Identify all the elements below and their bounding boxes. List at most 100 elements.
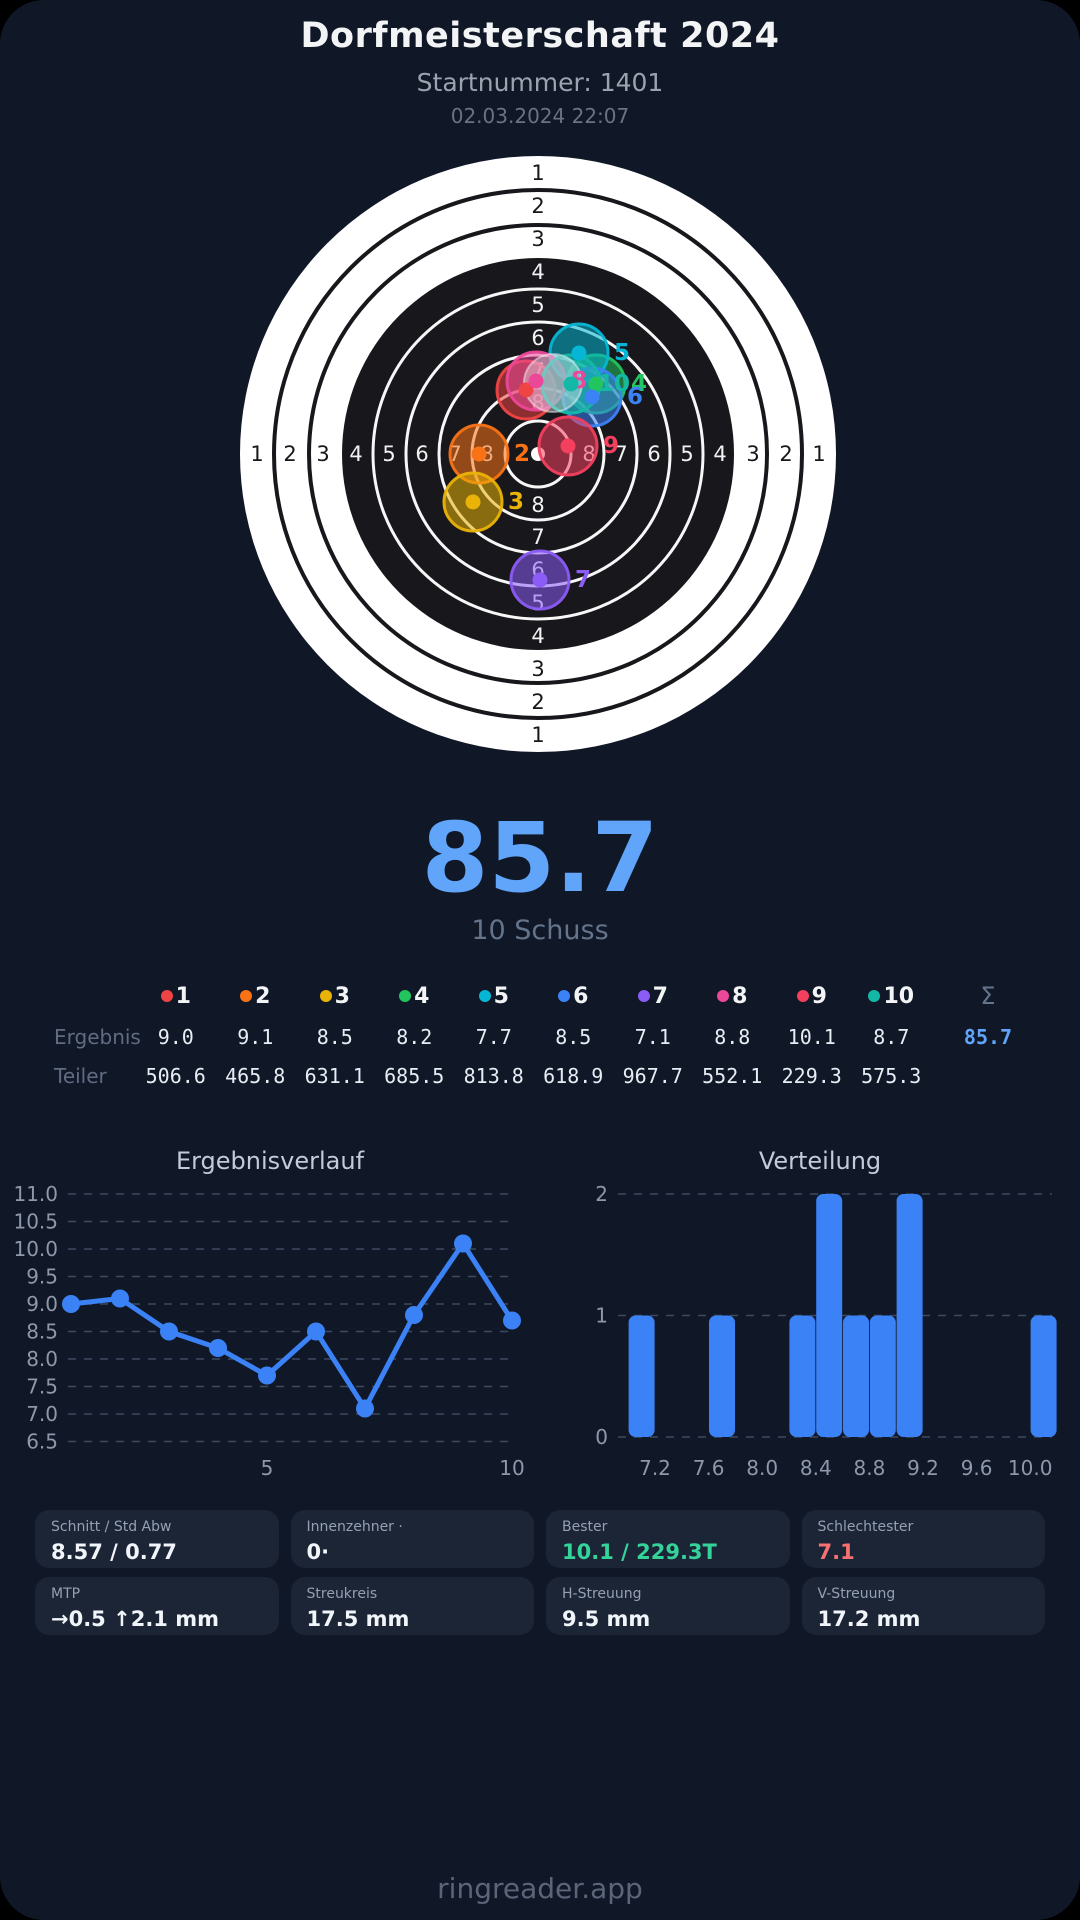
ring-circle bbox=[307, 223, 769, 685]
data-point-6 bbox=[307, 1322, 325, 1341]
y-tick-label: 7.5 bbox=[26, 1375, 58, 1399]
shot-label-5: 5 bbox=[614, 340, 630, 366]
shot-color-dot-4 bbox=[399, 990, 412, 1002]
ring-number: 1 bbox=[812, 442, 825, 466]
teiler-value-1: 506.6 bbox=[145, 1063, 206, 1088]
ring-number: 2 bbox=[779, 442, 792, 466]
shot-center-dot-3 bbox=[465, 494, 481, 510]
ergebnis-value-7: 7.1 bbox=[634, 1024, 671, 1049]
y-tick-label: 9.5 bbox=[26, 1265, 58, 1289]
y-tick-label: 10.5 bbox=[13, 1210, 58, 1234]
bar-9.1 bbox=[896, 1194, 923, 1437]
x-tick-label: 8.4 bbox=[800, 1456, 832, 1480]
shot-label-2: 2 bbox=[514, 441, 530, 467]
ring-number: 2 bbox=[531, 690, 544, 714]
ergebnis-value-8: 8.8 bbox=[714, 1024, 751, 1049]
ring-circle bbox=[272, 188, 804, 720]
y-tick-label: 8.5 bbox=[26, 1320, 58, 1344]
x-tick-label: 5 bbox=[261, 1456, 274, 1480]
stat-card-label: Schlechtester bbox=[817, 1519, 914, 1535]
column-header-9: 9 bbox=[772, 975, 852, 1017]
app-watermark: ringreader.app bbox=[437, 1872, 643, 1905]
teiler-value-2: 465.8 bbox=[225, 1063, 286, 1088]
column-header-6: 6 bbox=[534, 975, 614, 1017]
stat-card-value: 0· bbox=[306, 1540, 330, 1564]
stat-card-value: 17.2 mm bbox=[817, 1607, 921, 1631]
row-label-teiler: Teiler bbox=[54, 1063, 107, 1088]
shot-color-dot-2 bbox=[240, 990, 253, 1002]
column-header-number: 5 bbox=[493, 983, 509, 1009]
ergebnis-sum: 85.7 bbox=[963, 1024, 1013, 1049]
shot-label-6: 6 bbox=[627, 384, 643, 410]
column-header-number: 9 bbox=[811, 983, 827, 1009]
y-tick-label: 1 bbox=[595, 1304, 608, 1328]
bar-8.9 bbox=[869, 1315, 896, 1437]
ring-number: 4 bbox=[713, 442, 726, 466]
ergebnis-value-9: 10.1 bbox=[787, 1024, 836, 1049]
x-tick-label: 8.8 bbox=[853, 1456, 885, 1480]
x-tick-label: 9.6 bbox=[961, 1456, 993, 1480]
ergebnis-value-2: 9.1 bbox=[237, 1024, 274, 1049]
y-tick-label: 2 bbox=[595, 1182, 608, 1206]
ring-number: 4 bbox=[349, 442, 362, 466]
stat-card-label: MTP bbox=[51, 1586, 81, 1602]
stat-card-label: Bester bbox=[562, 1519, 608, 1535]
y-tick-label: 8.0 bbox=[26, 1347, 58, 1371]
ring-number: 1 bbox=[531, 723, 544, 747]
column-header-number: 6 bbox=[573, 983, 589, 1009]
ring-number: 7 bbox=[531, 525, 544, 549]
stat-card-value: 8.57 / 0.77 bbox=[51, 1540, 177, 1564]
teiler-value-8: 552.1 bbox=[702, 1063, 763, 1088]
teiler-value-10: 575.3 bbox=[861, 1063, 922, 1088]
column-header-number: 8 bbox=[732, 983, 748, 1009]
shot-center-dot-10 bbox=[563, 376, 579, 392]
ring-number: 5 bbox=[382, 442, 395, 466]
shot-label-4: 4 bbox=[631, 371, 647, 397]
data-point-5 bbox=[258, 1366, 276, 1385]
shot-center-dot-5 bbox=[571, 345, 587, 361]
ring-number: 6 bbox=[647, 442, 660, 466]
column-header-number: 2 bbox=[255, 983, 271, 1009]
ring-number: 1 bbox=[250, 442, 263, 466]
stat-card-h-streuung: H-Streuung 9.5 mm bbox=[546, 1577, 790, 1635]
timestamp: 02.03.2024 22:07 bbox=[450, 104, 630, 128]
shot-color-dot-9 bbox=[796, 990, 809, 1002]
start-number: Startnummer: 1401 bbox=[416, 68, 664, 97]
x-tick-label: 7.2 bbox=[639, 1456, 671, 1480]
stat-card-value: 17.5 mm bbox=[306, 1607, 410, 1631]
target-visualization: 8888777766665555444433332222111123456789… bbox=[238, 154, 838, 754]
stat-card-label: Schnitt / Std Abw bbox=[51, 1519, 172, 1535]
bar-7.7 bbox=[709, 1315, 735, 1437]
ring-number: 4 bbox=[531, 624, 544, 648]
data-point-9 bbox=[454, 1234, 472, 1253]
y-tick-label: 6.5 bbox=[26, 1430, 58, 1454]
total-score: 85.7 bbox=[421, 802, 659, 914]
ergebnis-value-1: 9.0 bbox=[157, 1024, 194, 1049]
y-tick-label: 11.0 bbox=[13, 1182, 58, 1206]
teiler-value-6: 618.9 bbox=[543, 1063, 604, 1088]
ring-circle bbox=[371, 287, 705, 621]
ring-number: 5 bbox=[531, 293, 544, 317]
shot-color-dot-8 bbox=[717, 990, 730, 1002]
ring-number: 6 bbox=[531, 326, 544, 350]
data-point-3 bbox=[160, 1322, 178, 1341]
ring-number: 3 bbox=[531, 657, 544, 681]
shot-color-dot-1 bbox=[160, 990, 173, 1002]
shot-color-dot-10 bbox=[868, 990, 881, 1002]
column-header-4: 4 bbox=[375, 975, 455, 1017]
ring-number: 2 bbox=[531, 194, 544, 218]
line-series bbox=[68, 1241, 515, 1411]
stat-card-label: Innenzehner · bbox=[306, 1519, 403, 1535]
column-header-number: 10 bbox=[883, 983, 915, 1009]
shot-label-3: 3 bbox=[508, 489, 524, 515]
stat-card-bester: Bester 10.1 / 229.3T bbox=[546, 1510, 790, 1568]
stat-card-innenzehner-: Innenzehner · 0· bbox=[290, 1510, 534, 1568]
column-header-3: 3 bbox=[295, 975, 375, 1017]
stat-card-label: V-Streuung bbox=[817, 1586, 896, 1602]
shot-color-dot-5 bbox=[478, 990, 491, 1002]
stat-card-mtp: MTP →0.5 ↑2.1 mm bbox=[35, 1577, 279, 1635]
column-header-7: 7 bbox=[613, 975, 693, 1017]
shot-center-dot-6 bbox=[584, 389, 600, 405]
bar-chart: Verteilung 0 1 2 7.2 7.6 8.0 8.4 8.8 9.2 9.6 10.0 bbox=[560, 1148, 1080, 1488]
